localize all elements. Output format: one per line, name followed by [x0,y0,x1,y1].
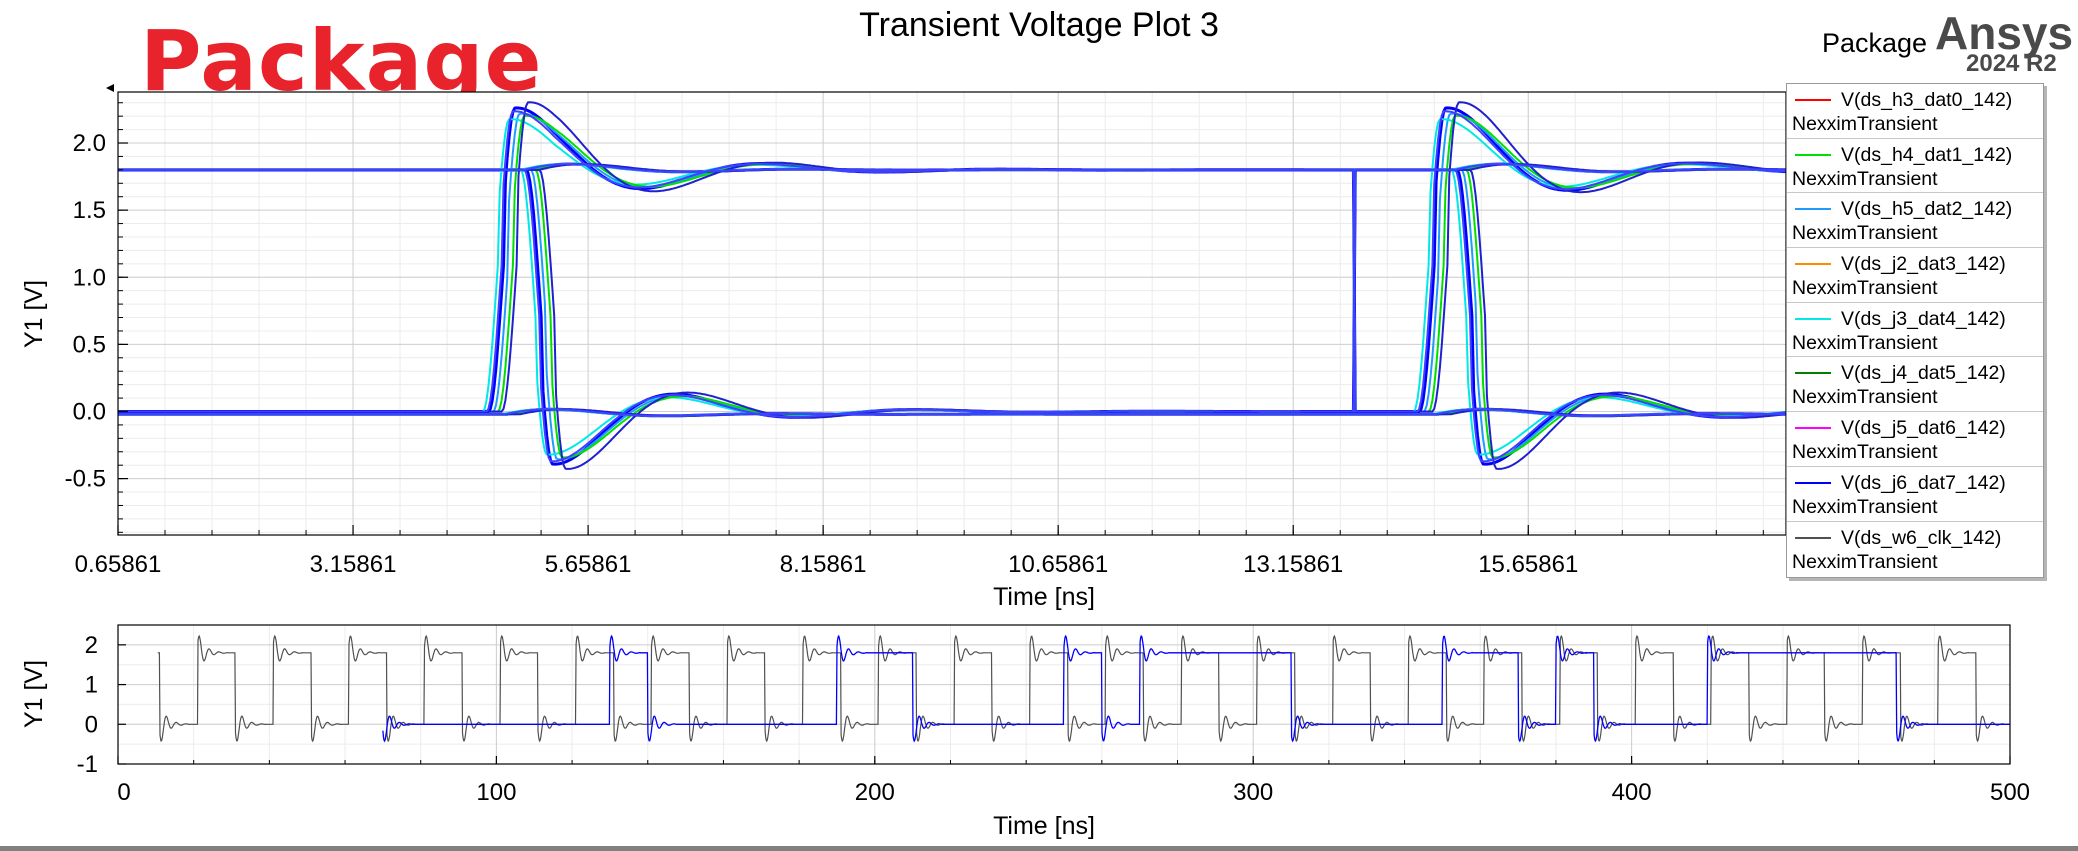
bottom-xtick-label: 300 [1233,779,1273,806]
bottom-ytick-label: 0 [85,711,98,738]
legend-swatch [1795,208,1831,211]
legend-swatch [1795,317,1831,320]
top-ytick-label: -0.5 [65,466,106,493]
legend-item[interactable]: V(ds_j5_dat6_142) NexximTransient [1787,412,2043,467]
legend-item[interactable]: V(ds_j3_dat4_142) NexximTransient [1787,303,2043,358]
legend-item[interactable]: V(ds_j6_dat7_142) NexximTransient [1787,467,2043,522]
legend-series-name: V(ds_w6_clk_142) [1841,526,2002,549]
top-ytick-label: 0.5 [73,331,106,358]
top-plot-area [118,92,1786,535]
legend-series-source: NexximTransient [1792,550,1938,573]
bottom-plot-frame [117,624,2011,765]
legend-series-source: NexximTransient [1792,495,1938,518]
top-xtick-label: 15.65861 [1478,551,1578,578]
legend-series-name: V(ds_h3_dat0_142) [1841,89,2013,111]
wave-low-quiet-5 [118,408,1786,417]
bottom-plot: 0 100 200 300 400 500 -1 0 1 2 Time [ns] Y1 [V] [20,624,2030,840]
bottom-xtick-label: 400 [1612,779,1652,806]
legend-series-name: V(ds_j3_dat4_142) [1841,307,2006,330]
ansys-logo: Ansys [1935,7,2074,59]
legend-series-source: NexximTransient [1792,167,1938,190]
top-xtick-label: 0.65861 [75,551,162,578]
legend-swatch [1795,263,1831,266]
top-axis-arrow [106,84,114,92]
bottom-xlabel: Time [ns] [993,812,1095,840]
bottom-wave-dat7 [382,634,2010,743]
legend-item[interactable]: V(ds_h4_dat1_142) NexximTransient [1787,139,2043,194]
legend-item[interactable]: V(ds_h5_dat2_142) NexximTransient [1787,193,2043,249]
legend[interactable]: V(ds_h3_dat0_142) NexximTransient V(ds_h4_… [1786,83,2044,578]
legend-series-source: NexximTransient [1792,386,1938,409]
top-xlabel: Time [ns] [993,583,1095,611]
bottom-ytick-label: -1 [77,751,98,778]
legend-series-name: V(ds_j2_dat3_142) [1841,253,2006,276]
legend-series-source: NexximTransient [1792,113,1938,135]
legend-swatch [1795,372,1831,375]
legend-series-source: NexximTransient [1792,277,1938,300]
top-ytick-label: 1.0 [73,264,106,291]
legend-swatch [1795,481,1831,484]
bottom-ylabel: Y1 [V] [20,660,48,728]
top-xtick-label: 8.15861 [780,551,867,578]
brand-package-label: Package [1822,28,1928,58]
bottom-waveforms [157,634,2010,743]
legend-series-name: V(ds_j4_dat5_142) [1841,362,2006,385]
legend-series-name: V(ds_h5_dat2_142) [1841,198,2013,221]
bottom-xtick-label: 500 [1990,779,2030,806]
legend-swatch [1795,427,1831,430]
legend-item[interactable]: V(ds_j2_dat3_142) NexximTransient [1787,248,2043,303]
legend-series-name: V(ds_j5_dat6_142) [1841,417,2006,440]
legend-series-source: NexximTransient [1792,222,1938,245]
top-ytick-label: 1.5 [73,197,106,224]
bottom-ytick-label: 1 [85,672,98,699]
top-ytick-label: 0.0 [73,398,106,425]
legend-item[interactable]: V(ds_j4_dat5_142) NexximTransient [1787,357,2043,413]
top-xtick-label: 5.65861 [545,551,632,578]
legend-series-name: V(ds_j6_dat7_142) [1841,471,2006,494]
plot-title: Transient Voltage Plot 3 [859,6,1219,44]
top-ytick-label: 2.0 [73,130,106,157]
top-xtick-label: 10.65861 [1008,551,1108,578]
legend-item[interactable]: V(ds_w6_clk_142) NexximTransient [1787,522,2043,577]
brand-version: 2024 R2 [1966,50,2057,77]
bottom-xtick-label: 200 [855,779,895,806]
wave-high-quiet-5 [118,163,1786,173]
legend-swatch [1795,153,1831,156]
top-plot: 0.65861 3.15861 5.65861 8.15861 10.65861 13.1… [20,84,1787,611]
bottom-ytick-label: 2 [85,632,98,659]
legend-series-name: V(ds_h4_dat1_142) [1841,143,2013,166]
legend-swatch [1795,99,1831,101]
bottom-xtick-label: 0 [117,779,130,806]
bottom-xtick-label: 100 [476,779,516,806]
legend-swatch [1795,536,1831,539]
top-xtick-label: 3.15861 [310,551,397,578]
legend-series-source: NexximTransient [1792,441,1938,464]
top-xtick-label: 13.15861 [1243,551,1343,578]
legend-item[interactable]: V(ds_h3_dat0_142) NexximTransient [1787,84,2043,139]
top-ylabel: Y1 [V] [20,280,48,348]
top-waveforms [118,101,1786,470]
legend-series-source: NexximTransient [1792,331,1938,354]
window-bottom-border [0,846,2078,851]
